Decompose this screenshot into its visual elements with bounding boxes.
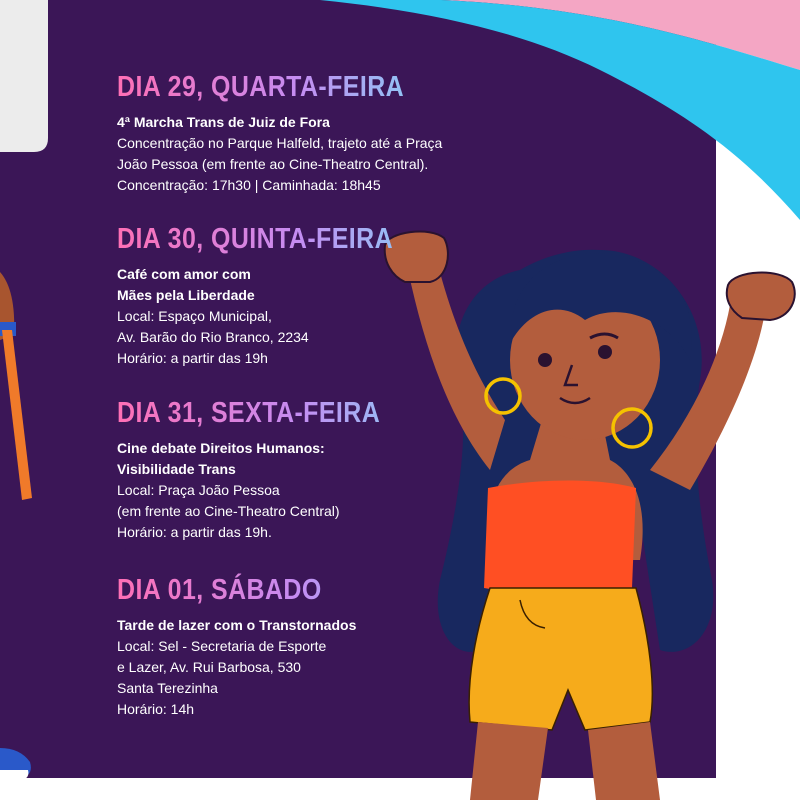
legs xyxy=(470,722,660,800)
event-title: Tarde de lazer com o Transtornados xyxy=(117,615,497,636)
day-block-01: DIA 01, SÁBADO Tarde de lazer com o Tran… xyxy=(117,573,497,720)
flag-pink-stripe xyxy=(320,0,800,70)
event-detail-line: João Pessoa (em frente ao Cine-Theatro C… xyxy=(117,156,429,172)
shorts-pocket xyxy=(519,599,546,629)
event-title-line: Café com amor com xyxy=(117,266,251,282)
right-fist xyxy=(725,271,796,322)
event-detail-line: Concentração: 17h30 | Caminhada: 18h45 xyxy=(117,177,381,193)
day-title: DIA 01, SÁBADO xyxy=(117,573,444,607)
event-detail-line: Local: Praça João Pessoa xyxy=(117,482,280,498)
left-fist xyxy=(383,230,449,283)
event-detail-line: Santa Terezinha xyxy=(117,680,218,696)
left-eye xyxy=(538,353,552,367)
nose xyxy=(563,364,578,387)
day-title: DIA 30, QUINTA-FEIRA xyxy=(117,222,444,256)
event-detail-line: Concentração no Parque Halfeld, trajeto … xyxy=(117,135,443,151)
left-pole-shape xyxy=(2,330,32,500)
event-title-line: Mães pela Liberdade xyxy=(117,287,255,303)
event-detail-line: e Lazer, Av. Rui Barbosa, 530 xyxy=(117,659,301,675)
eyebrow xyxy=(589,332,619,340)
right-raised-arm xyxy=(650,305,765,490)
event-title-line: Cine debate Direitos Humanos: xyxy=(117,440,325,456)
yellow-shorts xyxy=(468,587,654,731)
event-title-line: Visibilidade Trans xyxy=(117,461,236,477)
day-block-31: DIA 31, SEXTA-FEIRA Cine debate Direitos… xyxy=(117,396,497,543)
flag-blue-stripe xyxy=(320,0,800,220)
white-card-shape xyxy=(0,0,48,152)
event-title: Cine debate Direitos Humanos: Visibilida… xyxy=(117,438,497,480)
event-title: Café com amor com Mães pela Liberdade xyxy=(117,264,497,306)
hair-front xyxy=(511,253,692,360)
event-detail-line: Local: Espaço Municipal, xyxy=(117,308,272,324)
event-details: Local: Sel - Secretaria de Esporte e Laz… xyxy=(117,636,497,720)
earring-left xyxy=(484,377,522,415)
face xyxy=(510,280,660,440)
left-shoe-sole-shape xyxy=(0,770,29,780)
day-block-29: DIA 29, QUARTA-FEIRA 4ª Marcha Trans de … xyxy=(117,70,497,196)
event-detail-line: Horário: a partir das 19h. xyxy=(117,524,272,540)
event-details: Local: Espaço Municipal, Av. Barão do Ri… xyxy=(117,306,497,369)
day-title: DIA 29, QUARTA-FEIRA xyxy=(117,70,444,104)
event-title-line: 4ª Marcha Trans de Juiz de Fora xyxy=(117,114,330,130)
event-detail-line: Horário: a partir das 19h xyxy=(117,350,268,366)
event-detail-line: (em frente ao Cine-Theatro Central) xyxy=(117,503,340,519)
event-details: Concentração no Parque Halfeld, trajeto … xyxy=(117,133,497,196)
mouth xyxy=(559,396,591,405)
orange-top xyxy=(484,480,636,594)
event-details: Local: Praça João Pessoa (em frente ao C… xyxy=(117,480,497,543)
event-title: 4ª Marcha Trans de Juiz de Fora xyxy=(117,112,497,133)
day-block-30: DIA 30, QUINTA-FEIRA Café com amor com M… xyxy=(117,222,497,369)
earring-right xyxy=(611,407,653,449)
day-title: DIA 31, SEXTA-FEIRA xyxy=(117,396,444,430)
left-raised-arm xyxy=(408,265,505,470)
event-detail-line: Av. Barão do Rio Branco, 2234 xyxy=(117,329,309,345)
event-detail-line: Horário: 14h xyxy=(117,701,195,717)
right-eye xyxy=(598,345,612,359)
event-detail-line: Local: Sel - Secretaria de Esporte xyxy=(117,638,327,654)
event-title-line: Tarde de lazer com o Transtornados xyxy=(117,617,357,633)
